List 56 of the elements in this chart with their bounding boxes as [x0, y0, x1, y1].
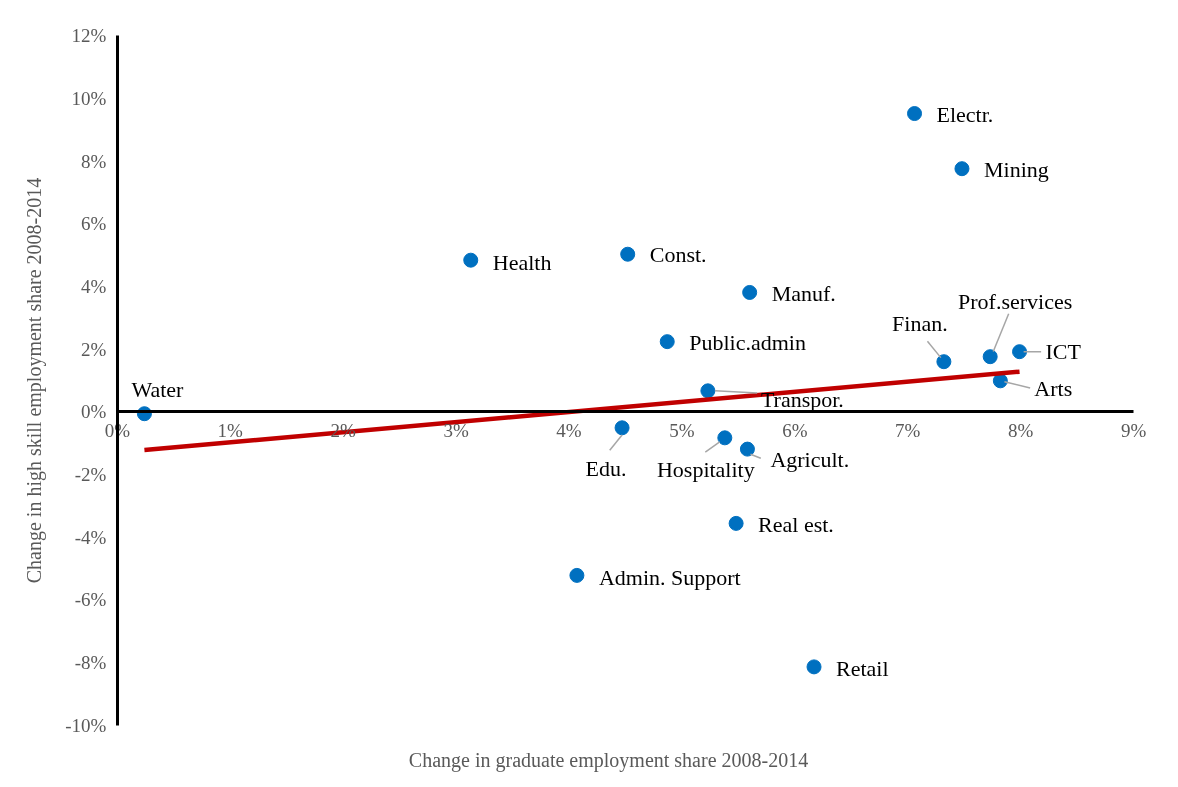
point — [742, 284, 758, 300]
annotation: Prof.services — [958, 289, 1073, 315]
annotation: Finan. — [892, 311, 948, 337]
y-tick-label: 10% — [71, 88, 107, 110]
point — [739, 441, 755, 457]
annotation: Edu. — [585, 456, 627, 482]
annotation: Electr. — [936, 102, 994, 128]
annotation: Public.admin — [689, 330, 806, 356]
point — [1012, 344, 1028, 360]
point — [700, 383, 716, 399]
annotation: Health — [492, 249, 552, 275]
x-tick-label: 9% — [1120, 419, 1147, 441]
point — [717, 430, 733, 446]
x-tick-label: 1% — [217, 419, 244, 441]
annotation: Mining — [983, 157, 1049, 183]
annotation: Transpor. — [760, 387, 844, 413]
annotation: Const. — [649, 241, 707, 267]
point — [463, 252, 479, 268]
annotation: Retail — [836, 656, 889, 682]
point — [806, 659, 822, 675]
y-tick-label: -8% — [74, 651, 107, 673]
x-tick-label: 6% — [782, 419, 808, 441]
annotation: Admin. Support — [598, 564, 741, 590]
annotation: Hospitality — [656, 457, 755, 483]
point — [620, 246, 636, 262]
y-tick-label: -4% — [74, 526, 107, 548]
y-tick-label: 0% — [80, 401, 107, 423]
x-tick-label: 7% — [895, 419, 921, 441]
point — [614, 420, 630, 436]
point — [982, 349, 998, 365]
point — [954, 161, 970, 177]
x-tick-label: 4% — [556, 419, 582, 441]
y-tick-label: 2% — [80, 338, 107, 360]
y-tick-label: 12% — [71, 25, 107, 47]
x-axis-title: Change in graduate employment share 2008-2014 — [408, 748, 809, 772]
annotation: Manuf. — [771, 280, 836, 306]
x-tick-label: 5% — [669, 419, 695, 441]
annotation: ICT — [1045, 339, 1082, 365]
y-tick-label: 6% — [80, 213, 107, 235]
y-axis-title: Change in high skill employment share 2008-2014 — [22, 177, 46, 584]
x-tick-label: 3% — [443, 419, 469, 441]
y-tick-label: 8% — [80, 150, 107, 172]
y-tick-label: 4% — [80, 276, 107, 297]
x-tick-label: 8% — [1008, 419, 1034, 441]
point — [907, 106, 923, 122]
point — [659, 334, 675, 350]
point — [728, 515, 744, 531]
y-tick-label: -10% — [65, 714, 107, 736]
y-tick-label: -2% — [74, 464, 107, 485]
point — [569, 567, 585, 583]
annotation: Arts — [1034, 376, 1073, 402]
annotation: Real est. — [758, 511, 834, 537]
annotation: Water — [131, 377, 185, 403]
y-tick-label: -6% — [74, 589, 107, 611]
point — [936, 354, 952, 370]
annotation: Agricult. — [770, 446, 850, 472]
